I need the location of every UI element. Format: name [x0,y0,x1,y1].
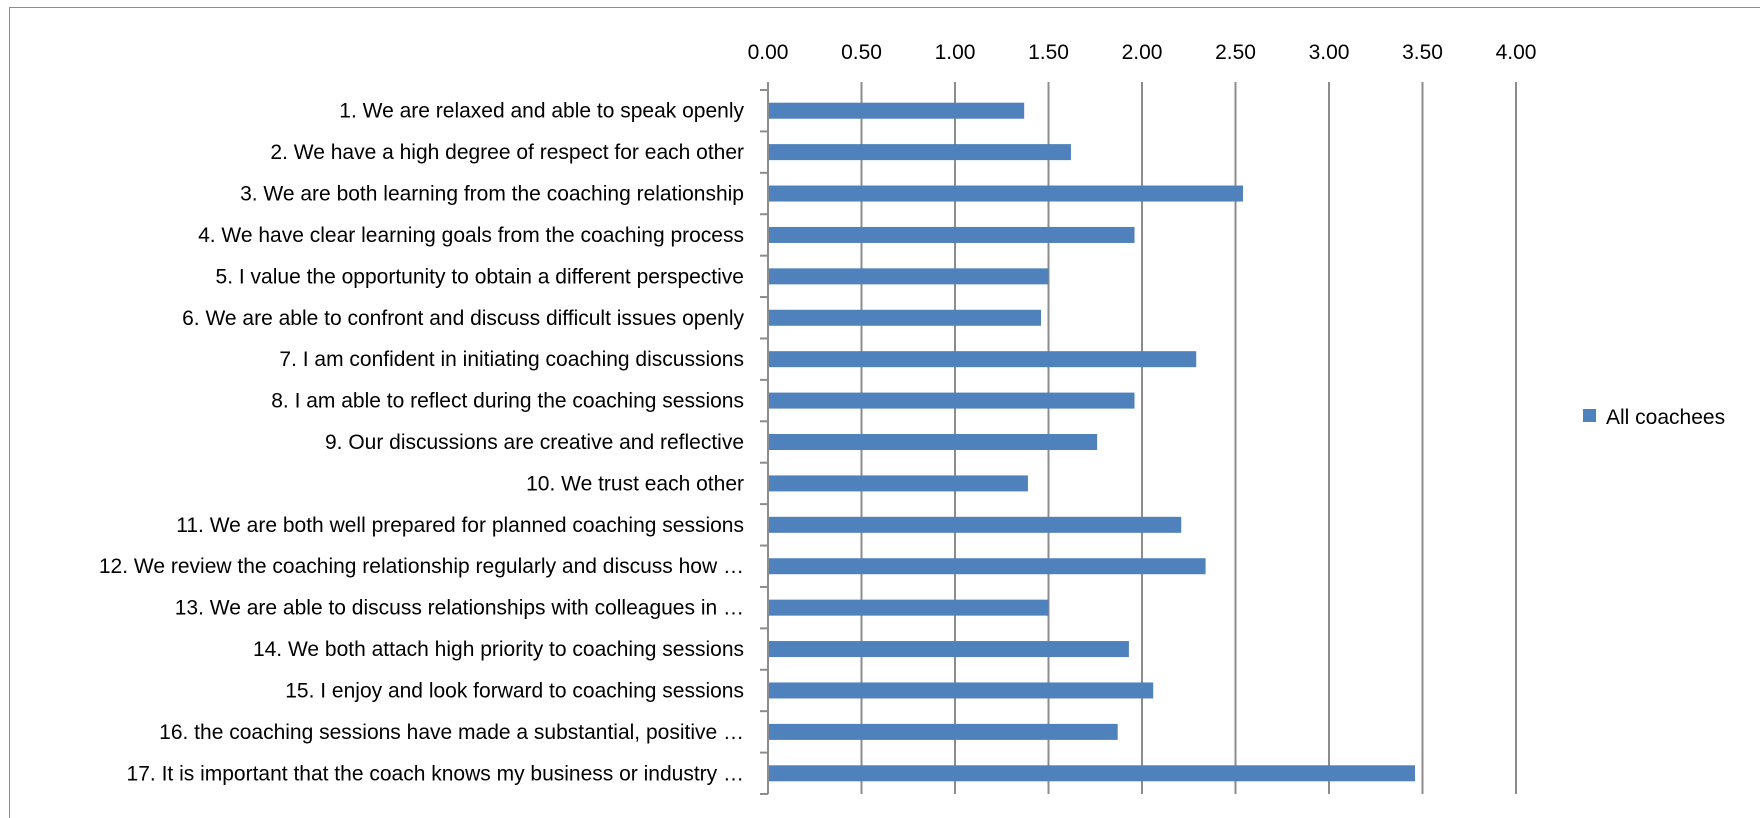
bar [768,392,1135,409]
chart-frame [9,7,1760,818]
legend-swatch [1583,409,1596,422]
value-axis-labels: 0.00 0.50 1.00 1.50 2.00 2.50 3.00 3.50 4.00 [748,41,1537,64]
category-label: 9. Our discussions are creative and refl… [325,431,744,454]
category-label: 1. We are relaxed and able to speak open… [339,100,744,123]
bar [768,599,1049,616]
bar [768,682,1154,699]
x-tick-label: 2.50 [1215,41,1256,64]
category-label: 8. I am able to reflect during the coach… [271,390,744,413]
category-label: 17. It is important that the coach knows… [127,762,744,785]
legend-label: All coachees [1606,406,1725,429]
x-tick-label: 1.00 [935,41,976,64]
category-label: 14. We both attach high priority to coac… [253,638,744,661]
category-label: 6. We are able to confront and discuss d… [182,307,744,330]
bar [768,102,1025,119]
category-label: 5. I value the opportunity to obtain a d… [216,265,744,288]
bar [768,185,1243,202]
x-tick-label: 4.00 [1496,41,1537,64]
category-label: 4. We have clear learning goals from the… [198,224,744,247]
bar [768,144,1071,161]
category-label: 15. I enjoy and look forward to coaching… [285,679,744,702]
bar [768,351,1197,368]
x-tick-label: 3.50 [1402,41,1443,64]
category-label: 10. We trust each other [526,472,744,495]
category-axis [760,82,769,795]
x-tick-label: 0.00 [748,41,789,64]
bar [768,226,1135,243]
category-label: 11. We are both well prepared for planne… [176,514,744,537]
bar [768,516,1182,533]
category-label: 12. We review the coaching relationship … [99,555,744,578]
bar [768,434,1098,450]
bar [768,558,1206,575]
bar [768,309,1042,326]
bars [768,102,1416,782]
legend: All coachees [1583,406,1725,429]
x-tick-label: 3.00 [1309,41,1350,64]
category-label: 3. We are both learning from the coachin… [240,183,744,206]
category-label: 13. We are able to discuss relationships… [175,597,744,620]
category-label: 7. I am confident in initiating coaching… [279,348,744,371]
bar [768,641,1129,658]
x-tick-label: 2.00 [1122,41,1163,64]
category-label: 16. the coaching sessions have made a su… [159,721,744,744]
bar [768,268,1049,285]
x-tick-label: 1.50 [1028,41,1069,64]
bar [768,765,1416,782]
bar [768,475,1028,492]
category-label: 2. We have a high degree of respect for … [270,141,744,164]
x-tick-label: 0.50 [841,41,882,64]
category-labels: 1. We are relaxed and able to speak open… [99,100,745,786]
bar [768,723,1118,740]
